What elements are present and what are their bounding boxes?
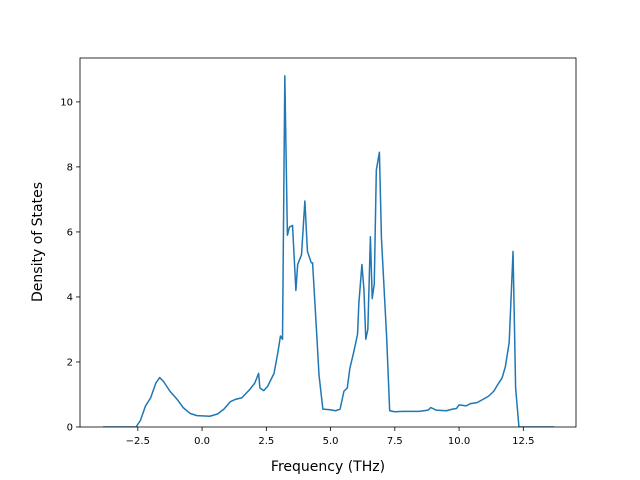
y-axis-label: Density of States — [30, 182, 46, 302]
x-tick-label: 2.5 — [258, 436, 274, 447]
y-tick-label: 10 — [60, 97, 73, 108]
x-tick-label: 7.5 — [387, 436, 403, 447]
y-tick-label: 2 — [67, 357, 73, 368]
plot-frame — [79, 57, 577, 428]
y-tick-label: 0 — [67, 423, 73, 434]
x-tick-label: 5.0 — [323, 436, 339, 447]
x-tick-label: 12.5 — [512, 436, 534, 447]
x-tick-label: 10.0 — [448, 436, 470, 447]
y-tick-label: 6 — [67, 227, 73, 238]
y-tick-label: 4 — [67, 292, 73, 303]
y-tick-label: 8 — [67, 162, 73, 173]
data-line — [103, 75, 555, 427]
x-tick-label: −2.5 — [126, 436, 150, 447]
x-axis-label: Frequency (THz) — [271, 459, 385, 475]
x-tick-label: 0.0 — [194, 436, 210, 447]
